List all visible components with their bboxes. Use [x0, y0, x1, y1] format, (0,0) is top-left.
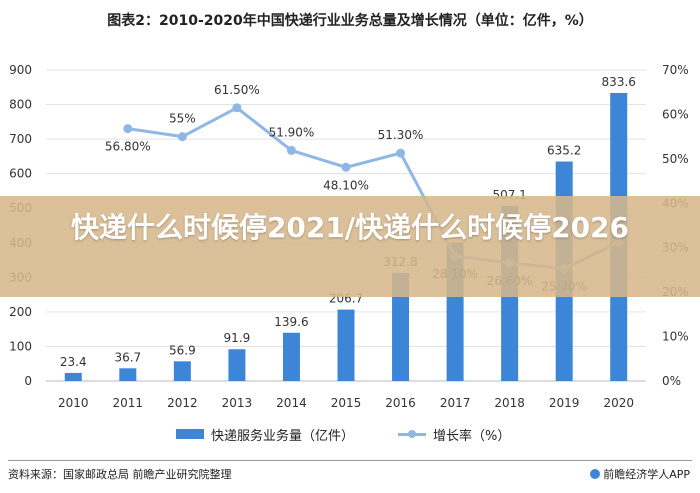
bar: [282, 332, 300, 381]
bar: [337, 309, 355, 381]
bar: [392, 272, 410, 381]
x-tick-label: 2013: [222, 396, 253, 410]
x-tick-label: 2019: [549, 396, 580, 410]
x-tick-label: 2011: [113, 396, 144, 410]
x-tick-label: 2010: [58, 396, 89, 410]
legend-bar-label: 快递服务业务量（亿件）: [211, 429, 355, 444]
x-tick-label: 2020: [603, 396, 634, 410]
bar: [228, 349, 246, 381]
bar-data-label: 56.9: [169, 343, 196, 357]
chart-title: 图表2：2010-2020年中国快递行业业务总量及增长情况（单位：亿件，%）: [107, 13, 593, 29]
growth-rate-label: 61.50%: [214, 83, 260, 97]
y-right-tick-label: 50%: [662, 152, 689, 166]
y-left-tick-label: 100: [9, 339, 32, 353]
growth-rate-label: 51.90%: [269, 125, 315, 139]
growth-rate-label: 48.10%: [323, 178, 369, 192]
bar: [173, 361, 191, 381]
brand-logo-icon: [590, 469, 601, 479]
footer-divider: [8, 460, 692, 461]
brand-credit: 前瞻经济学人APP: [590, 466, 690, 482]
y-left-tick-label: 700: [9, 132, 32, 146]
bar-data-label: 833.6: [602, 75, 636, 89]
x-tick-label: 2015: [331, 396, 362, 410]
growth-rate-point: [341, 162, 351, 172]
brand-name: 前瞻经济学人APP: [603, 468, 690, 481]
y-left-tick-label: 600: [9, 167, 32, 181]
y-left-tick-label: 900: [9, 63, 32, 77]
x-tick-label: 2017: [440, 396, 471, 410]
growth-rate-point: [286, 145, 296, 155]
overlay-banner-text: 快递什么时候停2021/快递什么时候停2026: [70, 211, 630, 244]
y-left-tick-label: 200: [9, 305, 32, 319]
chart-legend: 快递服务业务量（亿件） 增长率（%）: [0, 424, 700, 444]
overlay-banner: 快递什么时候停2021/快递什么时候停2026: [0, 196, 700, 297]
bar-data-label: 139.6: [274, 315, 308, 329]
source-note: 资料来源：国家邮政总局 前瞻产业研究院整理: [8, 468, 232, 481]
bar-data-label: 36.7: [114, 350, 141, 364]
growth-rate-label: 56.80%: [105, 140, 151, 154]
growth-rate-label: 51.30%: [378, 128, 424, 142]
y-right-tick-label: 60%: [662, 107, 689, 121]
x-tick-label: 2016: [385, 396, 416, 410]
y-right-tick-label: 0%: [662, 374, 681, 388]
y-right-tick-label: 70%: [662, 63, 689, 77]
x-tick-label: 2014: [276, 396, 307, 410]
y-left-tick-label: 0: [24, 374, 32, 388]
legend-line-label: 增长率（%）: [433, 429, 511, 444]
legend-bar-swatch: [176, 429, 204, 439]
growth-rate-point: [177, 132, 187, 142]
y-left-tick-label: 800: [9, 98, 32, 112]
bar-data-label: 91.9: [224, 331, 251, 345]
x-tick-label: 2012: [167, 396, 198, 410]
bar: [64, 372, 82, 381]
bar-data-label: 23.4: [60, 355, 87, 369]
growth-rate-label: 55%: [169, 112, 196, 126]
x-tick-label: 2018: [494, 396, 525, 410]
bar: [119, 368, 137, 381]
bar-data-label: 635.2: [547, 144, 581, 158]
growth-rate-point: [123, 124, 133, 134]
growth-rate-point: [232, 103, 242, 113]
legend-line-dot: [408, 430, 416, 438]
y-right-tick-label: 10%: [662, 330, 689, 344]
growth-rate-point: [396, 148, 406, 158]
